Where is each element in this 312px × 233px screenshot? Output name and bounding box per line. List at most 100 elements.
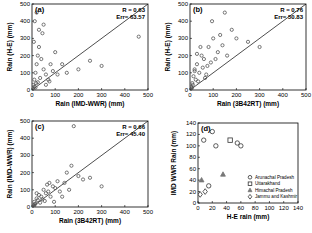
point <box>210 129 214 133</box>
x-tick-label: 140 <box>293 205 304 211</box>
x-tick-label: 60 <box>238 205 245 211</box>
point <box>203 189 207 195</box>
y-tick-label: 0 <box>193 200 197 206</box>
y-tick-label: 300 <box>20 152 31 158</box>
panel-title: (a) <box>35 5 45 14</box>
point <box>41 32 44 35</box>
legend-marker <box>248 182 252 186</box>
panel: 01002003004005000100200300400500Rain (3B… <box>164 1 312 108</box>
y-tick-label: 60 <box>189 166 196 172</box>
y-tick-label: 120 <box>186 131 197 137</box>
point <box>35 63 38 66</box>
point <box>207 184 211 188</box>
point <box>37 45 40 48</box>
y-tick <box>198 134 200 135</box>
point <box>36 54 39 57</box>
y-tick-label: 80 <box>189 154 196 160</box>
x-tick-label: 400 <box>278 92 289 98</box>
point <box>33 20 36 23</box>
y-tick <box>198 168 200 169</box>
point <box>201 66 204 69</box>
x-tick-label: 40 <box>223 205 230 211</box>
identity-line <box>32 4 148 90</box>
x-tick <box>236 88 237 90</box>
y-tick-label: 100 <box>20 70 31 76</box>
x-tick-label: 400 <box>120 209 131 215</box>
x-tick <box>124 205 125 207</box>
x-tick-label: 500 <box>143 92 154 98</box>
point <box>44 73 47 76</box>
point <box>33 85 36 88</box>
panel-title: (d) <box>201 124 211 133</box>
point <box>246 40 249 43</box>
point <box>68 188 71 191</box>
y-axis-label: Rain (H-E) (mm) <box>164 22 172 71</box>
plot-frame <box>190 4 306 90</box>
point <box>56 180 59 183</box>
x-tick-label: 100 <box>208 92 219 98</box>
point <box>221 172 226 176</box>
point <box>42 23 45 26</box>
point <box>61 195 64 198</box>
point <box>81 178 84 181</box>
panel: 01002003004005000100200300400500Rain (IM… <box>6 1 154 108</box>
point <box>190 86 193 89</box>
x-tick <box>240 201 241 203</box>
point <box>198 192 202 198</box>
y-tick <box>198 123 200 124</box>
y-tick-label: 200 <box>178 53 189 59</box>
point <box>199 178 204 182</box>
y-axis-label: IMD WWR Rain (mm) <box>170 131 178 195</box>
y-tick-label: 200 <box>20 53 31 59</box>
annotation: Err= 63.57 <box>116 14 146 20</box>
y-tick-label: 0 <box>185 87 189 93</box>
point <box>61 63 64 66</box>
y-tick-label: 100 <box>186 143 197 149</box>
x-tick <box>78 205 79 207</box>
y-tick-label: 500 <box>20 1 31 7</box>
y-tick-label: 100 <box>178 70 189 76</box>
x-tick-label: 120 <box>279 205 290 211</box>
x-tick-label: 200 <box>231 92 242 98</box>
x-tick-label: 100 <box>50 209 61 215</box>
point <box>221 44 224 47</box>
x-tick <box>283 201 284 203</box>
data-group <box>190 4 306 90</box>
x-tick <box>255 201 256 203</box>
y-tick-label: 400 <box>20 18 31 24</box>
x-tick <box>148 88 149 90</box>
point <box>235 37 238 40</box>
x-tick <box>226 201 227 203</box>
point <box>137 35 140 38</box>
x-tick <box>78 88 79 90</box>
x-tick-label: 500 <box>301 92 312 98</box>
x-tick-label: 0 <box>30 92 34 98</box>
panel: 020406080100120140020406080100120140H-E … <box>170 120 304 221</box>
x-tick <box>212 201 213 203</box>
point <box>35 192 38 195</box>
point <box>47 190 50 193</box>
point <box>219 33 222 36</box>
point <box>192 75 195 78</box>
point <box>228 138 232 142</box>
y-tick <box>198 145 200 146</box>
y-tick-label: 400 <box>20 135 31 141</box>
y-tick <box>32 4 34 5</box>
point <box>48 80 51 83</box>
point <box>199 45 202 48</box>
x-tick <box>101 88 102 90</box>
point <box>32 205 34 207</box>
y-tick <box>190 55 192 56</box>
panel: 01002003004005000100200300400500Rain (3B… <box>6 118 154 225</box>
point <box>88 59 91 62</box>
annotation: R = 0.63 <box>122 7 146 13</box>
y-tick <box>190 21 192 22</box>
y-tick-label: 300 <box>20 35 31 41</box>
y-tick <box>32 121 34 122</box>
y-axis-label: Rain (H-E) (mm) <box>6 22 14 71</box>
point <box>39 76 42 79</box>
point <box>32 40 35 43</box>
data-group <box>32 4 148 90</box>
y-tick <box>32 172 34 173</box>
point <box>70 164 73 167</box>
